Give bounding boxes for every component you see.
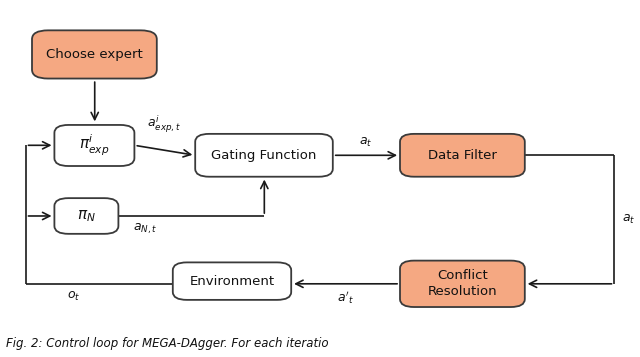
FancyBboxPatch shape [400, 134, 525, 177]
FancyBboxPatch shape [195, 134, 333, 177]
Text: $a_t$: $a_t$ [622, 213, 636, 226]
Text: $a_{N,t}$: $a_{N,t}$ [133, 222, 157, 236]
FancyBboxPatch shape [173, 262, 291, 300]
Text: Choose expert: Choose expert [46, 48, 143, 61]
Text: $\pi_N$: $\pi_N$ [77, 208, 96, 224]
FancyBboxPatch shape [32, 30, 157, 79]
Text: $a^i_{exp,t}$: $a^i_{exp,t}$ [147, 114, 182, 135]
Text: $o_t$: $o_t$ [67, 290, 80, 303]
Text: Conflict
Resolution: Conflict Resolution [428, 269, 497, 298]
Text: Data Filter: Data Filter [428, 149, 497, 162]
FancyBboxPatch shape [400, 261, 525, 307]
Text: $a_t$: $a_t$ [360, 136, 372, 149]
Text: Environment: Environment [189, 275, 275, 288]
FancyBboxPatch shape [54, 125, 134, 166]
Text: $a'_t$: $a'_t$ [337, 290, 354, 306]
FancyBboxPatch shape [54, 198, 118, 234]
Text: Fig. 2: Control loop for MEGA-DAgger. For each iteratio: Fig. 2: Control loop for MEGA-DAgger. Fo… [6, 337, 329, 350]
Text: $\pi^i_{exp}$: $\pi^i_{exp}$ [79, 133, 109, 158]
Text: Gating Function: Gating Function [211, 149, 317, 162]
